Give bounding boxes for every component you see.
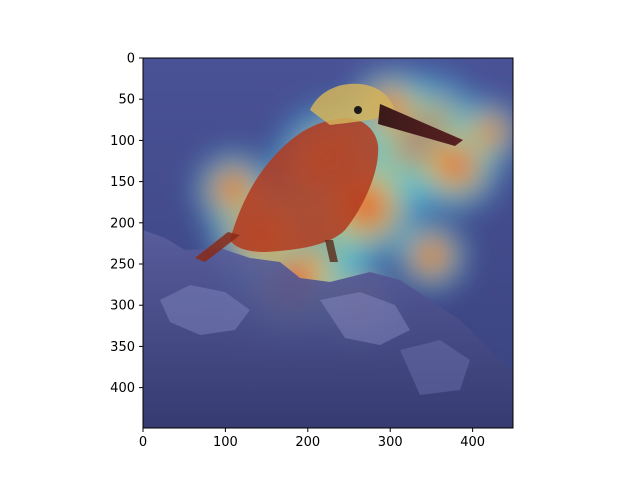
bird-eye: [354, 106, 362, 114]
heat-blob-8-2: [476, 119, 502, 145]
y-tick-label: 0: [127, 52, 135, 67]
x-tick-label: 200: [295, 435, 320, 450]
bird-body: [230, 118, 379, 252]
y-tick-label: 200: [110, 216, 135, 231]
heat-blob-9-2: [218, 174, 250, 206]
y-tick-label: 300: [110, 299, 135, 314]
rock-highlight-3: [400, 340, 470, 395]
x-tick-label: 400: [460, 435, 485, 450]
y-axis: 0 50 100 150 200 250 300 350 400: [110, 52, 143, 396]
rock-highlight-2: [320, 292, 410, 345]
y-tick-label: 150: [110, 175, 135, 190]
heat-blob-10-2: [417, 241, 446, 270]
bird-beak: [378, 104, 463, 146]
rock-highlight-1: [160, 285, 250, 335]
y-tick-label: 250: [110, 258, 135, 273]
bird-leg: [325, 240, 338, 262]
axes-frame: [142, 57, 514, 429]
x-tick-label: 300: [378, 435, 403, 450]
heat-blob-6-2: [437, 146, 475, 184]
photo-content: [143, 83, 513, 428]
plot-area: [143, 58, 513, 428]
x-tick-label: 0: [139, 435, 147, 450]
x-tick-label: 100: [213, 435, 238, 450]
y-tick-label: 100: [110, 134, 135, 149]
y-tick-label: 50: [118, 93, 135, 108]
bird-tail: [195, 232, 240, 262]
y-tick-label: 350: [110, 340, 135, 355]
bird-head: [310, 83, 395, 125]
x-axis: 0 100 200 300 400: [139, 428, 485, 450]
y-tick-label: 400: [110, 381, 135, 396]
